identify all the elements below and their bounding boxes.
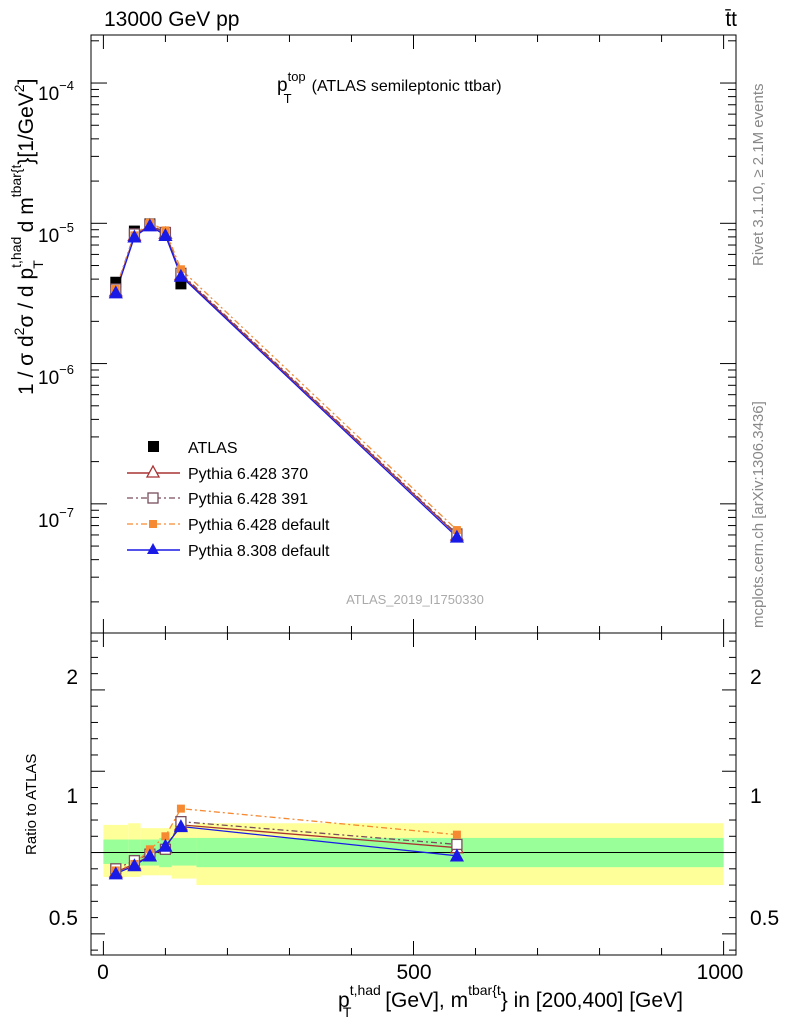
band-inner-bin-4	[171, 837, 197, 866]
x-tick-labels: 0 500 1000	[97, 961, 743, 984]
legend-marker-atlas	[148, 441, 159, 452]
upper-y-axis-label: 1 / σ d2σ / d pt,had T d mtbar{t}[1/GeV2]	[8, 79, 46, 395]
rivet-version-label: Rivet 3.1.10, ≥ 2.1M events	[750, 84, 767, 267]
lower-axis-ticks	[91, 633, 736, 955]
upper-point-p8-0	[108, 285, 123, 299]
y-tick-1e-4: 10−4	[38, 78, 74, 105]
header-process-label: t̄t	[725, 8, 737, 31]
lower-y-tick-labels-left: 2 1 0.5	[49, 666, 78, 930]
upper-point-p8-4	[173, 268, 189, 282]
x-tick-1000: 1000	[697, 961, 744, 984]
legend: ATLAS Pythia 6.428 370 Pythia 6.428 391 …	[127, 440, 330, 560]
lower-y-tick-labels-right: 2 1 0.5	[750, 666, 779, 930]
upper-line-p8	[115, 225, 458, 538]
x-tick-0: 0	[97, 961, 109, 984]
legend-label-atlas: ATLAS	[188, 440, 238, 457]
ratio-point-pdef-3	[161, 832, 170, 841]
ratio-tick-0.5-left: 0.5	[49, 907, 78, 930]
upper-point-atlas-4	[175, 278, 187, 290]
ratio-point-p391-5	[451, 838, 463, 851]
legend-label-p370: Pythia 6.428 370	[188, 466, 308, 483]
ratio-tick-2-right: 2	[750, 666, 762, 689]
ratio-point-p8-1	[127, 858, 142, 872]
y-tick-1e-6: 10−6	[38, 362, 74, 389]
upper-point-p8-3	[158, 228, 173, 242]
upper-line-p391	[115, 223, 458, 535]
legend-label-p8: Pythia 8.308 default	[188, 543, 330, 560]
band-inner-bin-0	[103, 839, 129, 864]
y-tick-1e-7: 10−7	[38, 505, 74, 532]
upper-axis-ticks	[91, 35, 736, 633]
upper-point-p8-2	[142, 218, 158, 232]
upper-series-layer	[108, 217, 465, 543]
ratio-point-pdef-4	[176, 804, 185, 813]
legend-marker-pdef	[149, 520, 157, 528]
ratio-bands	[103, 823, 724, 886]
ratio-point-p8-4	[173, 819, 189, 833]
ratio-point-p8-2	[142, 848, 158, 862]
legend-label-p391: Pythia 6.428 391	[188, 491, 308, 508]
ratio-point-p8-3	[158, 838, 173, 852]
plot-title: ptop T(ATLAS semileptonic ttbar)	[277, 69, 502, 106]
ratio-tick-0.5-right: 0.5	[750, 907, 779, 930]
ratio-point-p8-0	[108, 866, 123, 880]
analysis-id-label: ATLAS_2019_I1750330	[346, 592, 484, 607]
x-tick-500: 500	[396, 961, 431, 984]
legend-label-pdef: Pythia 6.428 default	[188, 517, 330, 534]
ratio-point-p8-5	[449, 848, 465, 862]
ratio-tick-1-right: 1	[750, 785, 762, 808]
y-tick-1e-5: 10−5	[38, 220, 74, 247]
upper-point-p8-5	[449, 529, 465, 543]
ratio-tick-1-left: 1	[66, 785, 78, 808]
x-axis-label: pt,had T [GeV], mtbar{t} in [200,400] [Ge…	[338, 982, 683, 1020]
header-energy-label: 13000 GeV pp	[104, 8, 239, 31]
lower-series-layer	[108, 804, 465, 880]
ratio-tick-2-left: 2	[66, 666, 78, 689]
legend-marker-p370	[145, 464, 161, 478]
mcplots-reference-label: mcplots.cern.ch [arXiv:1306.3436]	[750, 401, 767, 628]
upper-y-tick-labels: 10−4 10−5 10−6 10−7	[38, 78, 74, 532]
ratio-point-pdef-5	[452, 830, 461, 839]
legend-marker-p8	[147, 543, 159, 554]
upper-point-p8-1	[127, 229, 142, 243]
lower-panel-frame	[90, 632, 737, 956]
legend-marker-p391	[147, 492, 159, 504]
lower-y-axis-label: Ratio to ATLAS	[23, 754, 40, 855]
upper-point-atlas-0	[110, 276, 122, 288]
